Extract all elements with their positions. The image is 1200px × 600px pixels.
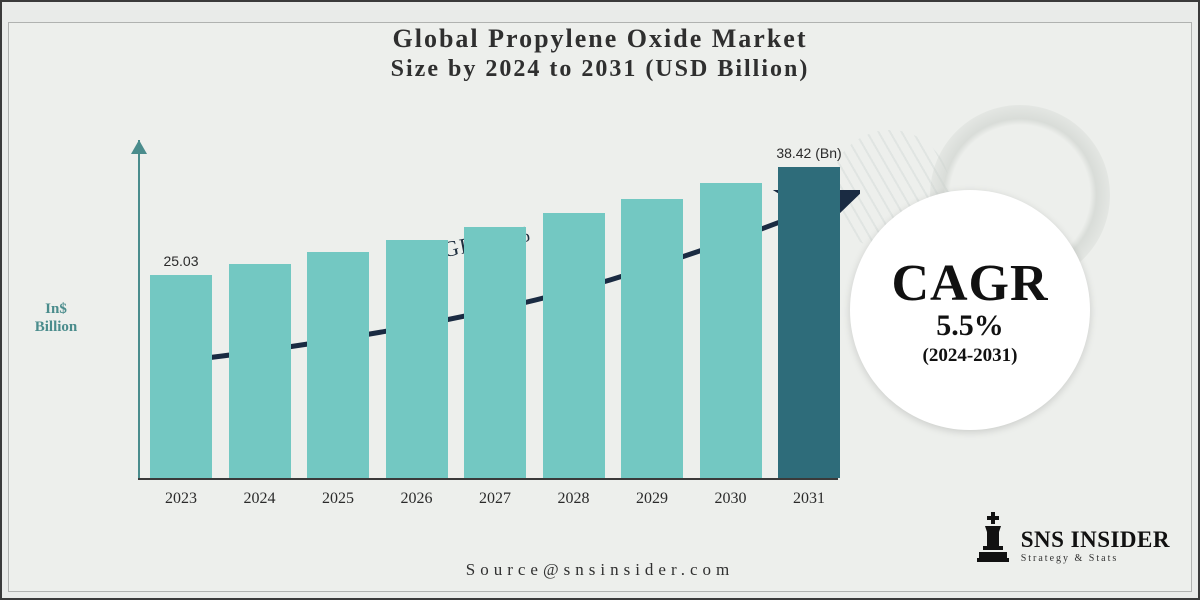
bar-wrap bbox=[229, 264, 291, 478]
chess-king-icon bbox=[975, 512, 1011, 564]
x-tick-label: 2030 bbox=[700, 490, 762, 508]
x-tick-label: 2024 bbox=[229, 490, 291, 508]
brand-text: SNS INSIDER Strategy & Stats bbox=[1021, 528, 1170, 564]
cagr-badge: CAGR 5.5% (2024-2031) bbox=[850, 190, 1090, 430]
title-line-1: Global Propylene Oxide Market bbox=[0, 24, 1200, 54]
badge-percent: 5.5% bbox=[936, 309, 1004, 343]
bar-wrap: 25.03 bbox=[150, 275, 212, 478]
badge-title: CAGR bbox=[891, 254, 1048, 313]
title-block: Global Propylene Oxide Market Size by 20… bbox=[0, 24, 1200, 83]
x-labels-container: 2023 2024 2025 2026 2027 2028 2029 2030 2031 bbox=[150, 490, 840, 508]
bar bbox=[386, 240, 448, 478]
title-line-2: Size by 2024 to 2031 (USD Billion) bbox=[0, 56, 1200, 83]
source-text: Source@snsinsider.com bbox=[0, 560, 1200, 580]
bar-wrap bbox=[307, 252, 369, 478]
x-tick-label: 2029 bbox=[621, 490, 683, 508]
bar bbox=[464, 227, 526, 478]
last-bar-value-label: 38.42 (Bn) bbox=[776, 145, 841, 161]
x-tick-label: 2031 bbox=[778, 490, 840, 508]
bar bbox=[150, 275, 212, 478]
x-tick-label: 2027 bbox=[464, 490, 526, 508]
bar-chart: In$ Billion CAGR 5.5% 25.0338.42 (Bn) 20… bbox=[80, 120, 840, 520]
y-axis-label: In$ Billion bbox=[26, 300, 86, 336]
brand-logo: SNS INSIDER Strategy & Stats bbox=[975, 512, 1170, 564]
x-tick-label: 2023 bbox=[150, 490, 212, 508]
x-tick-label: 2026 bbox=[386, 490, 448, 508]
bar-wrap bbox=[700, 183, 762, 478]
bar bbox=[229, 264, 291, 478]
bar bbox=[307, 252, 369, 478]
first-bar-value-label: 25.03 bbox=[163, 253, 198, 269]
x-tick-label: 2028 bbox=[543, 490, 605, 508]
y-axis bbox=[138, 140, 140, 480]
bars-container: 25.03 38.42 (Bn) bbox=[150, 138, 840, 478]
badge-range: (2024-2031) bbox=[923, 345, 1018, 367]
brand-name: SNS INSIDER bbox=[1021, 528, 1170, 551]
bar bbox=[778, 167, 840, 478]
bar-wrap bbox=[621, 199, 683, 478]
bar-wrap bbox=[464, 227, 526, 478]
bar-wrap: 38.42 (Bn) bbox=[778, 167, 840, 478]
bar bbox=[700, 183, 762, 478]
x-tick-label: 2025 bbox=[307, 490, 369, 508]
canvas: Global Propylene Oxide Market Size by 20… bbox=[0, 0, 1200, 600]
bar bbox=[621, 199, 683, 478]
bar-wrap bbox=[386, 240, 448, 478]
bar bbox=[543, 213, 605, 478]
bar-wrap bbox=[543, 213, 605, 478]
x-axis bbox=[138, 478, 838, 480]
